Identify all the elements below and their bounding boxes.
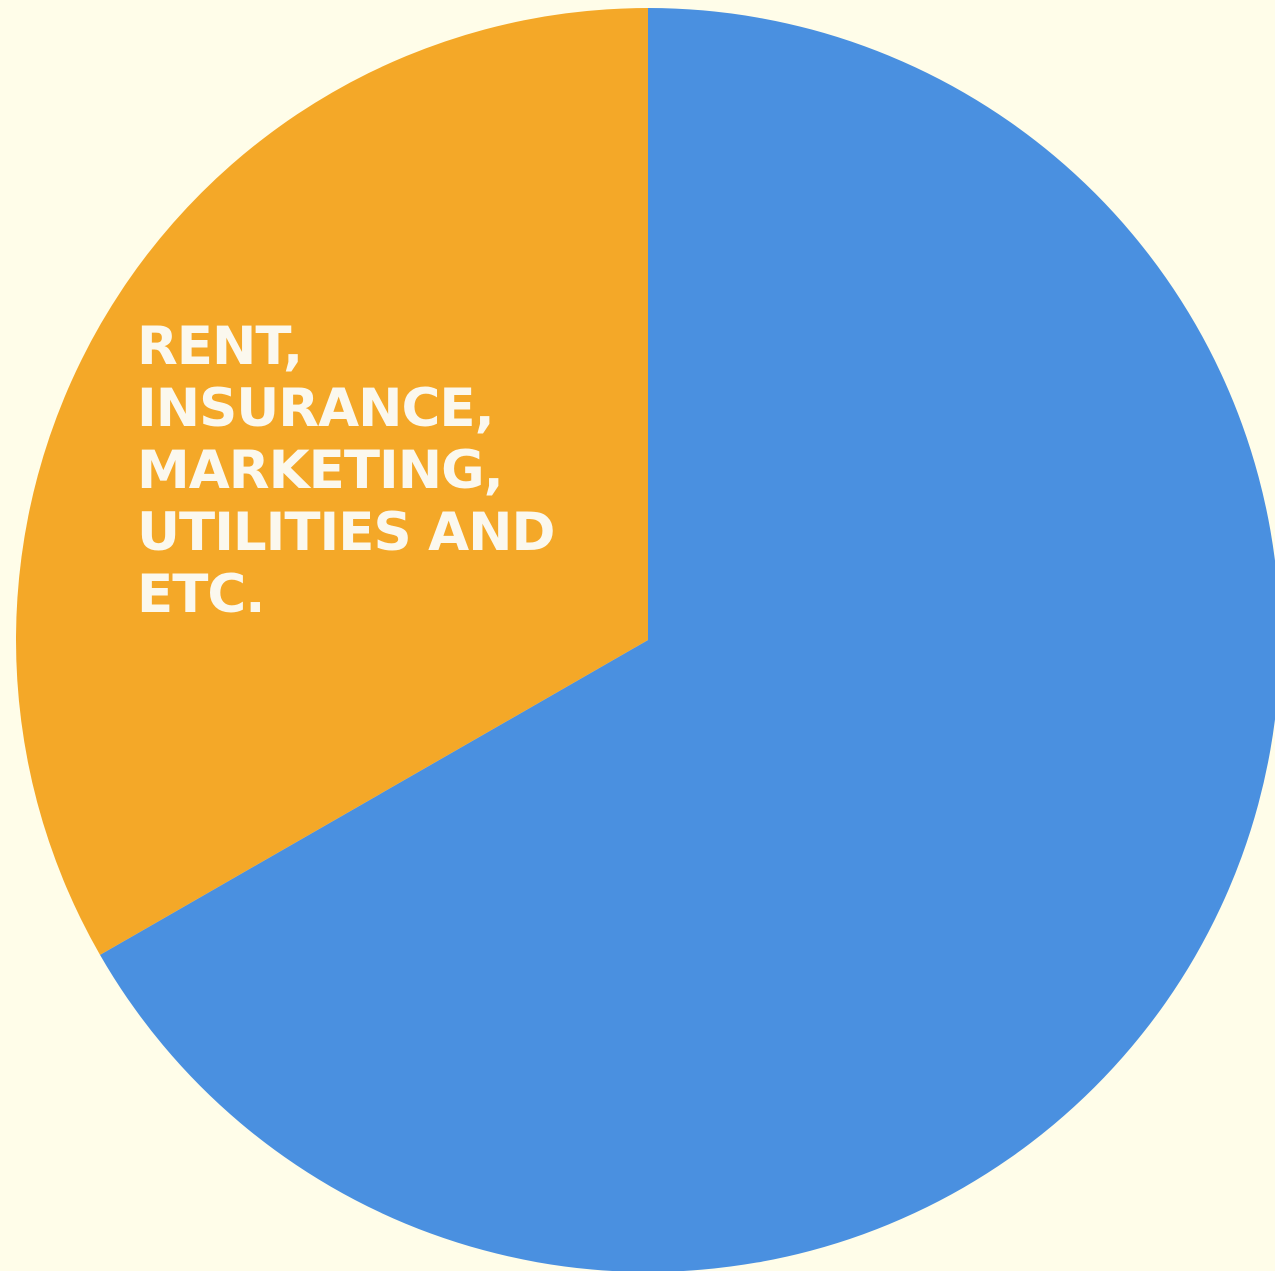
slice-label-overheads: RENT, INSURANCE, MARKETING, UTILITIES AN… [137, 316, 607, 626]
slice-label-line: MARKETING, [137, 440, 504, 501]
slice-main-costs [100, 8, 1275, 1271]
slice-label-line: INSURANCE, [137, 378, 495, 439]
slice-label-line: RENT, [137, 316, 303, 377]
slice-label-line: UTILITIES AND [137, 502, 555, 563]
slice-overheads [16, 8, 648, 955]
slice-label-line: ETC. [137, 564, 265, 625]
